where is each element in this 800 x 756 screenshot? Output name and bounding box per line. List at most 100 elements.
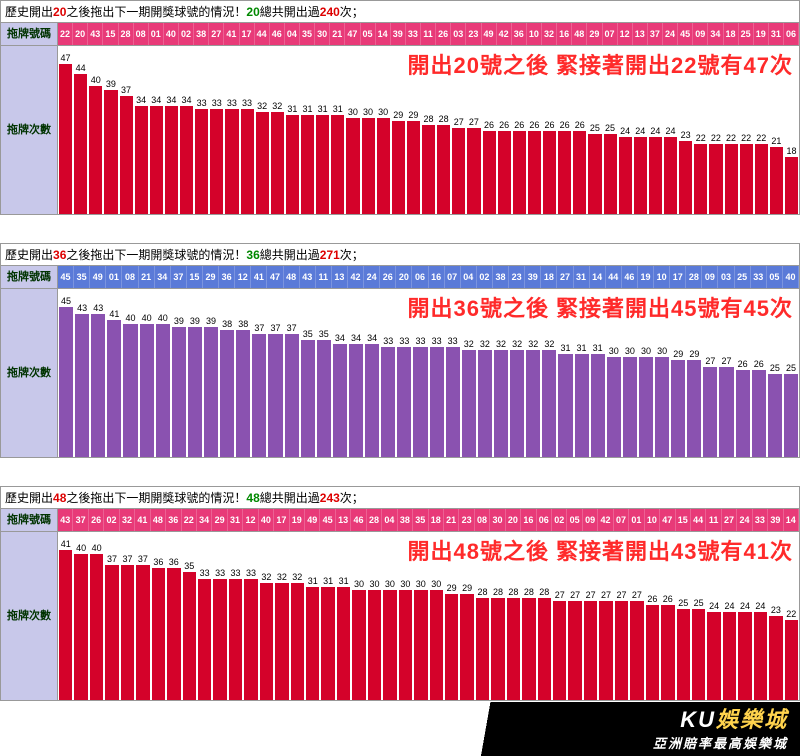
number-cell: 33 bbox=[751, 266, 767, 288]
bar-value-label: 40 bbox=[74, 544, 87, 553]
bar-fill bbox=[306, 587, 319, 700]
bar-value-label: 26 bbox=[736, 360, 750, 369]
bar-value-label: 32 bbox=[494, 340, 508, 349]
bar-fill bbox=[553, 601, 566, 700]
bar-fill bbox=[784, 374, 798, 457]
number-cell: 33 bbox=[406, 23, 421, 45]
bar: 26 bbox=[572, 46, 587, 214]
bar-value-label: 31 bbox=[321, 577, 334, 586]
bar: 32 bbox=[259, 532, 274, 700]
bar-fill bbox=[198, 579, 211, 700]
bar-fill bbox=[362, 118, 375, 214]
number-cell: 14 bbox=[590, 266, 606, 288]
bar-fill bbox=[467, 128, 480, 214]
bar-fill bbox=[377, 118, 390, 214]
bar: 37 bbox=[104, 532, 119, 700]
bar-value-label: 26 bbox=[646, 595, 659, 604]
number-cell: 19 bbox=[638, 266, 654, 288]
bar-value-label: 28 bbox=[476, 588, 489, 597]
bar-fill bbox=[317, 340, 331, 457]
number-cell: 15 bbox=[676, 509, 691, 531]
number-cell: 26 bbox=[89, 509, 104, 531]
bar-fill bbox=[165, 106, 178, 215]
bar: 37 bbox=[120, 532, 135, 700]
number-cell: 11 bbox=[421, 23, 436, 45]
number-cell: 38 bbox=[398, 509, 413, 531]
bar-value-label: 32 bbox=[291, 573, 304, 582]
bar: 33 bbox=[412, 289, 428, 457]
bar: 26 bbox=[660, 532, 675, 700]
bar-value-label: 32 bbox=[478, 340, 492, 349]
bar-fill bbox=[498, 131, 511, 214]
number-cell: 28 bbox=[119, 23, 134, 45]
bar-fill bbox=[120, 96, 133, 214]
bar: 31 bbox=[285, 46, 300, 214]
number-cell: 42 bbox=[497, 23, 512, 45]
bar-value-label: 23 bbox=[769, 606, 782, 615]
bar-value-label: 33 bbox=[446, 337, 460, 346]
bar: 26 bbox=[645, 532, 660, 700]
bar-value-label: 25 bbox=[692, 599, 705, 608]
bar-value-label: 39 bbox=[188, 317, 202, 326]
number-cell: 29 bbox=[212, 509, 227, 531]
bar-fill bbox=[268, 334, 282, 457]
bar-value-label: 33 bbox=[430, 337, 444, 346]
bar: 37 bbox=[267, 289, 283, 457]
bar-fill bbox=[692, 609, 705, 700]
bar-fill bbox=[452, 128, 465, 214]
bar-fill bbox=[213, 579, 226, 700]
bar-fill bbox=[188, 327, 202, 457]
bar: 30 bbox=[351, 532, 366, 700]
number-cell: 48 bbox=[572, 23, 587, 45]
bar-fill bbox=[399, 590, 412, 700]
number-cell: 24 bbox=[364, 266, 380, 288]
number-cell: 47 bbox=[345, 23, 360, 45]
bar-fill bbox=[719, 367, 733, 457]
bar-value-label: 37 bbox=[268, 324, 282, 333]
bar: 28 bbox=[490, 532, 505, 700]
bar-value-label: 32 bbox=[462, 340, 476, 349]
number-cell: 07 bbox=[614, 509, 629, 531]
bar-fill bbox=[725, 144, 738, 214]
bar-value-label: 26 bbox=[752, 360, 766, 369]
bar: 43 bbox=[74, 289, 90, 457]
bar-value-label: 22 bbox=[709, 134, 722, 143]
bar: 24 bbox=[633, 46, 648, 214]
number-cell: 13 bbox=[336, 509, 351, 531]
number-cell: 04 bbox=[285, 23, 300, 45]
number-cell: 01 bbox=[106, 266, 122, 288]
bar: 26 bbox=[497, 46, 512, 214]
chart-section: 歷史開出36之後拖出下一期開獎球號的情況！36總共開出過271次；拖牌號碼拖牌次… bbox=[0, 243, 800, 458]
bar-fill bbox=[392, 121, 405, 214]
bar-fill bbox=[91, 314, 105, 457]
bar-fill bbox=[89, 86, 102, 214]
bar-value-label: 26 bbox=[573, 121, 586, 130]
number-cell: 16 bbox=[521, 509, 536, 531]
bar-fill bbox=[462, 350, 476, 457]
bar: 29 bbox=[459, 532, 474, 700]
bar-value-label: 34 bbox=[135, 96, 148, 105]
bar-fill bbox=[301, 115, 314, 214]
number-cell: 45 bbox=[678, 23, 693, 45]
bar-fill bbox=[413, 347, 427, 457]
number-cell: 11 bbox=[316, 266, 332, 288]
number-cell: 42 bbox=[348, 266, 364, 288]
bar-fill bbox=[285, 334, 299, 457]
bar-value-label: 40 bbox=[140, 314, 154, 323]
bar-fill bbox=[661, 605, 674, 700]
number-cell: 47 bbox=[660, 509, 675, 531]
bar: 22 bbox=[724, 46, 739, 214]
chart-section: 歷史開出48之後拖出下一期開獎球號的情況！48總共開出過243次；拖牌號碼拖牌次… bbox=[0, 486, 800, 701]
bar-value-label: 35 bbox=[301, 330, 315, 339]
bar-value-label: 24 bbox=[738, 602, 751, 611]
number-cell: 44 bbox=[606, 266, 622, 288]
number-cell: 13 bbox=[332, 266, 348, 288]
bar-fill bbox=[346, 118, 359, 214]
bar: 18 bbox=[784, 46, 799, 214]
bar-value-label: 32 bbox=[526, 340, 540, 349]
row-label-counts: 拖牌次數 bbox=[1, 532, 57, 700]
bar-value-label: 39 bbox=[104, 80, 117, 89]
bar: 25 bbox=[603, 46, 618, 214]
bar-value-label: 30 bbox=[414, 580, 427, 589]
number-cell: 32 bbox=[120, 509, 135, 531]
